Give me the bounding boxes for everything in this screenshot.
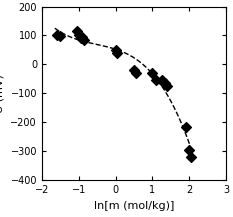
Point (187, 148, 191, 151)
Point (184, 125, 187, 128)
Point (75, 29, 79, 33)
Point (55, 34, 58, 37)
Point (151, 71, 154, 75)
Y-axis label: U (mV): U (mV) (0, 74, 5, 113)
Point (116, 51, 119, 54)
Point (114, 48, 117, 52)
Point (134, 71, 138, 75)
Point (58, 34, 62, 38)
X-axis label: ln[m (mol/kg)]: ln[m (mol/kg)] (94, 201, 174, 210)
Point (154, 79, 158, 82)
Point (79, 37, 82, 40)
Point (160, 79, 164, 82)
Point (82, 38, 86, 41)
Point (189, 155, 193, 159)
Point (161, 80, 165, 84)
Point (163, 81, 167, 85)
Point (81, 35, 84, 39)
Point (77, 34, 81, 37)
Point (132, 68, 136, 72)
Point (165, 84, 169, 88)
